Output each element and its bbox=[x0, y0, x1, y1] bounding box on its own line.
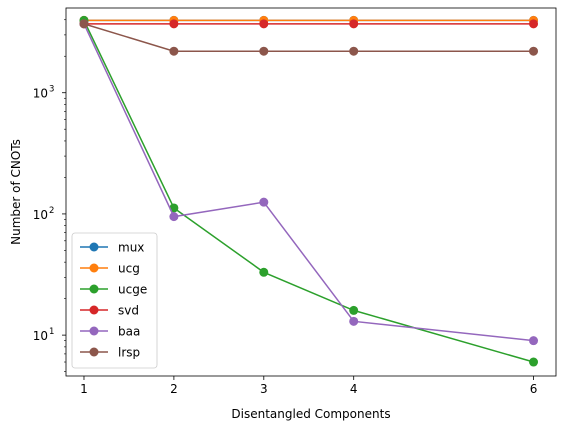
data-point-svd bbox=[529, 19, 539, 29]
legend-item-svd: svd bbox=[80, 304, 139, 318]
y-tick-label: 10 bbox=[33, 208, 48, 222]
data-point-ucge bbox=[529, 357, 539, 367]
x-axis: 1 2 3 4 6 bbox=[80, 376, 537, 396]
legend-item-baa: baa bbox=[80, 325, 140, 339]
legend: mux ucg ucge svd baa lrsp bbox=[71, 232, 158, 369]
legend-swatch-marker bbox=[89, 326, 99, 336]
data-point-lrsp bbox=[529, 46, 539, 56]
legend-item-lrsp: lrsp bbox=[80, 346, 140, 360]
data-point-lrsp bbox=[79, 19, 89, 29]
data-point-svd bbox=[349, 19, 359, 29]
legend-swatch-marker bbox=[89, 305, 99, 315]
legend-swatch-marker bbox=[89, 284, 99, 294]
data-point-ucge bbox=[349, 305, 359, 315]
legend-label: ucge bbox=[118, 283, 147, 297]
series-layer bbox=[79, 15, 539, 367]
x-axis-label: Disentangled Components bbox=[231, 407, 390, 421]
data-point-ucge bbox=[259, 267, 269, 277]
x-tick-label: 2 bbox=[170, 382, 178, 396]
legend-swatch-marker bbox=[89, 263, 99, 273]
plot-frame bbox=[65, 7, 557, 377]
data-point-baa bbox=[259, 197, 269, 207]
data-point-lrsp bbox=[169, 46, 179, 56]
data-point-lrsp bbox=[259, 46, 269, 56]
legend-label: ucg bbox=[118, 262, 140, 276]
x-tick-label: 1 bbox=[80, 382, 88, 396]
legend-item-ucg: ucg bbox=[80, 262, 140, 276]
series-lrsp bbox=[79, 19, 539, 56]
y-tick-label: 10 bbox=[33, 87, 48, 101]
legend-label: lrsp bbox=[118, 346, 140, 360]
x-tick-label: 4 bbox=[350, 382, 358, 396]
y-axis-label: Number of CNOTs bbox=[9, 139, 23, 245]
legend-swatch-marker bbox=[89, 347, 99, 357]
data-point-svd bbox=[169, 19, 179, 29]
legend-label: mux bbox=[118, 241, 144, 255]
data-point-baa bbox=[349, 316, 359, 326]
legend-item-mux: mux bbox=[80, 241, 144, 255]
y-tick-label: 10 bbox=[33, 329, 48, 343]
data-point-baa bbox=[169, 212, 179, 222]
legend-label: baa bbox=[118, 325, 140, 339]
y-tick-exponent: 3 bbox=[49, 85, 54, 95]
data-point-baa bbox=[529, 336, 539, 346]
series-line-lrsp bbox=[83, 23, 534, 52]
x-tick-label: 3 bbox=[260, 382, 268, 396]
data-point-lrsp bbox=[349, 46, 359, 56]
legend-swatch-marker bbox=[89, 242, 99, 252]
x-tick-label: 6 bbox=[530, 382, 538, 396]
legend-label: svd bbox=[118, 304, 139, 318]
y-tick-exponent: 2 bbox=[49, 206, 54, 216]
y-tick-exponent: 1 bbox=[49, 327, 54, 337]
legend-item-ucge: ucge bbox=[80, 283, 147, 297]
data-point-svd bbox=[259, 19, 269, 29]
